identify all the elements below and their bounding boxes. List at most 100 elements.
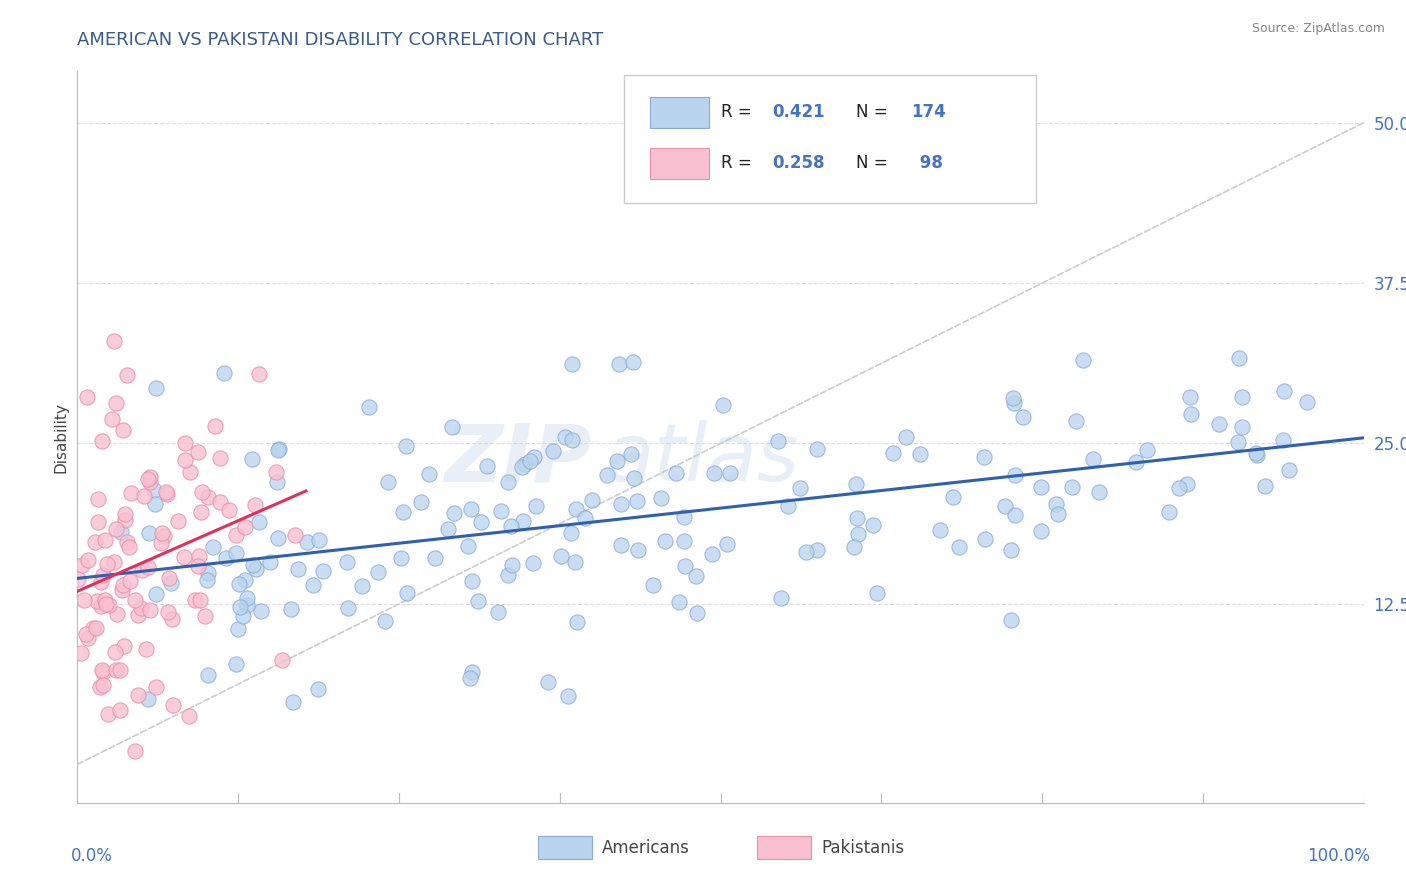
Point <box>76 391 98 405</box>
Point <box>138 469 160 483</box>
Point <box>145 381 167 395</box>
Text: N =: N = <box>856 153 893 172</box>
Point <box>609 498 631 512</box>
Point <box>225 528 247 542</box>
Point <box>264 465 287 479</box>
Point <box>197 668 219 682</box>
Point <box>112 639 135 653</box>
Point <box>269 442 291 456</box>
Point <box>621 355 644 369</box>
Point <box>124 593 146 607</box>
Point <box>129 600 152 615</box>
Point <box>1178 390 1201 404</box>
Point <box>1004 467 1026 482</box>
Point <box>457 540 479 554</box>
Text: 100.0%: 100.0% <box>1308 847 1371 864</box>
Point <box>104 663 127 677</box>
Point <box>519 454 541 468</box>
Point <box>115 534 138 549</box>
Y-axis label: Disability: Disability <box>53 401 69 473</box>
Point <box>512 514 534 528</box>
Point <box>718 466 741 480</box>
Point <box>266 475 288 489</box>
Point <box>627 542 650 557</box>
Point <box>143 497 166 511</box>
Point <box>560 525 582 540</box>
Point <box>236 598 259 612</box>
Point <box>103 334 125 348</box>
Point <box>162 698 184 712</box>
Point <box>711 398 734 412</box>
Point <box>187 558 209 573</box>
Point <box>1001 391 1024 405</box>
Text: Americans: Americans <box>602 839 690 857</box>
Point <box>179 465 201 479</box>
Point <box>187 549 209 563</box>
Point <box>574 510 596 524</box>
Point <box>280 602 302 616</box>
Point <box>250 604 273 618</box>
Point <box>1004 508 1026 523</box>
Point <box>157 571 180 585</box>
Point <box>672 533 695 548</box>
Point <box>209 494 232 508</box>
Point <box>846 526 869 541</box>
Point <box>1159 505 1181 519</box>
Point <box>461 574 484 588</box>
Text: AMERICAN VS PAKISTANI DISABILITY CORRELATION CHART: AMERICAN VS PAKISTANI DISABILITY CORRELA… <box>77 31 603 49</box>
Point <box>498 568 520 582</box>
Point <box>910 446 932 460</box>
Point <box>108 663 131 677</box>
Point <box>664 467 686 481</box>
Text: 174: 174 <box>911 103 946 120</box>
Point <box>561 357 583 371</box>
Text: N =: N = <box>856 103 893 120</box>
Point <box>259 555 281 569</box>
Text: ZIP: ZIP <box>444 420 592 498</box>
Point <box>1277 463 1299 477</box>
Point <box>641 578 664 592</box>
Point <box>233 573 256 587</box>
Point <box>610 538 633 552</box>
Point <box>190 484 212 499</box>
Point <box>389 550 412 565</box>
Point <box>153 529 176 543</box>
Point <box>270 653 292 667</box>
Point <box>673 510 696 524</box>
Text: atlas: atlas <box>605 420 800 498</box>
Text: Pakistanis: Pakistanis <box>821 839 904 857</box>
Point <box>496 475 519 489</box>
Point <box>1180 408 1202 422</box>
Point <box>184 593 207 607</box>
Text: 0.421: 0.421 <box>772 103 825 120</box>
Point <box>1000 614 1022 628</box>
Point <box>90 664 112 678</box>
Point <box>281 695 304 709</box>
Point <box>470 515 492 529</box>
Point <box>236 591 259 605</box>
Point <box>501 518 523 533</box>
Point <box>240 452 263 467</box>
Point <box>96 557 118 571</box>
Point <box>896 430 918 444</box>
Point <box>942 491 965 505</box>
Point <box>626 493 648 508</box>
Point <box>187 445 209 459</box>
Point <box>155 487 177 501</box>
Point <box>1167 481 1189 495</box>
Point <box>114 513 136 527</box>
Point <box>554 430 576 444</box>
Point <box>235 520 257 534</box>
Point <box>225 657 247 671</box>
Point <box>155 485 177 500</box>
Point <box>1232 419 1254 434</box>
Point <box>66 572 89 586</box>
Point <box>127 608 149 623</box>
Point <box>418 467 440 482</box>
Point <box>377 475 399 489</box>
Point <box>550 549 572 563</box>
Point <box>70 646 93 660</box>
Point <box>136 692 159 706</box>
Point <box>686 606 709 620</box>
Point <box>441 420 464 434</box>
